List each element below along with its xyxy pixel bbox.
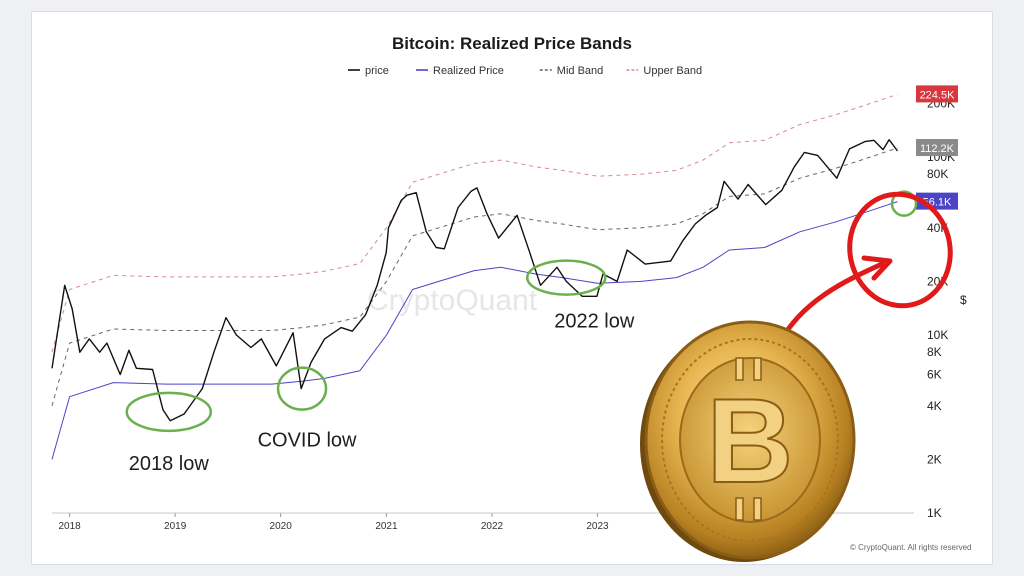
watermark: CryptoQuant [367,284,538,317]
low-highlight-ellipse [125,391,213,433]
y-tick-label: 8K [927,345,942,359]
x-tick-label: 2019 [164,521,187,532]
legend-label: Upper Band [643,65,702,77]
x-tick-label: 2022 [481,521,504,532]
highlight-arrowhead [861,255,893,281]
legend-label: price [365,65,389,77]
end-label-badge [916,139,958,157]
legend-label: Mid Band [557,65,603,77]
x-tick-label: 2018 [59,521,82,532]
annotations: 2018 low COVID low 2022 low [125,190,918,475]
end-label-text: 112.2K [920,143,955,155]
series-layer [51,93,899,460]
y-tick-label: 2K [927,452,942,466]
y-tick-label: 1K [927,506,942,520]
end-label-text: 224.5K [920,89,956,101]
bitcoin-symbol-icon: B [707,374,794,508]
series-line-price [51,138,899,422]
low-highlight-ellipse [276,366,328,411]
credit-text: © CryptoQuant. All rights reserved [850,543,972,552]
chart-frame: CryptoQuant Bitcoin: Realized Price Band… [32,12,992,564]
end-label-badge [916,85,958,103]
y-tick-label: 80K [927,167,948,181]
highlight-circle [847,191,953,309]
series-line-realized-price [51,201,898,460]
current-highlight-ellipse [890,190,918,217]
y-unit-label: $ [960,293,967,307]
chart-canvas: CryptoQuant Bitcoin: Realized Price Band… [51,34,972,562]
x-tick-label: 2021 [375,521,398,532]
y-tick-label: 4K [927,399,942,413]
legend-label: Realized Price [433,65,504,77]
chart-title: Bitcoin: Realized Price Bands [392,34,632,53]
y-tick-label: 10K [927,328,948,342]
y-tick-label: 6K [927,367,942,381]
highlight-arrow [777,261,885,345]
series-line-mid-band [51,147,898,406]
low-annotation-label: COVID low [258,430,357,452]
low-annotation-label: 2018 low [129,453,210,475]
series-line-upper-band [51,93,898,353]
legend: price Realized Price Mid Band Upper Band [348,65,702,77]
low-highlight-ellipse [526,259,607,296]
low-annotation-label: 2022 low [554,311,635,333]
bitcoin-coin-image: B [640,320,856,562]
x-tick-label: 2023 [586,521,609,532]
x-tick-label: 2020 [270,521,293,532]
